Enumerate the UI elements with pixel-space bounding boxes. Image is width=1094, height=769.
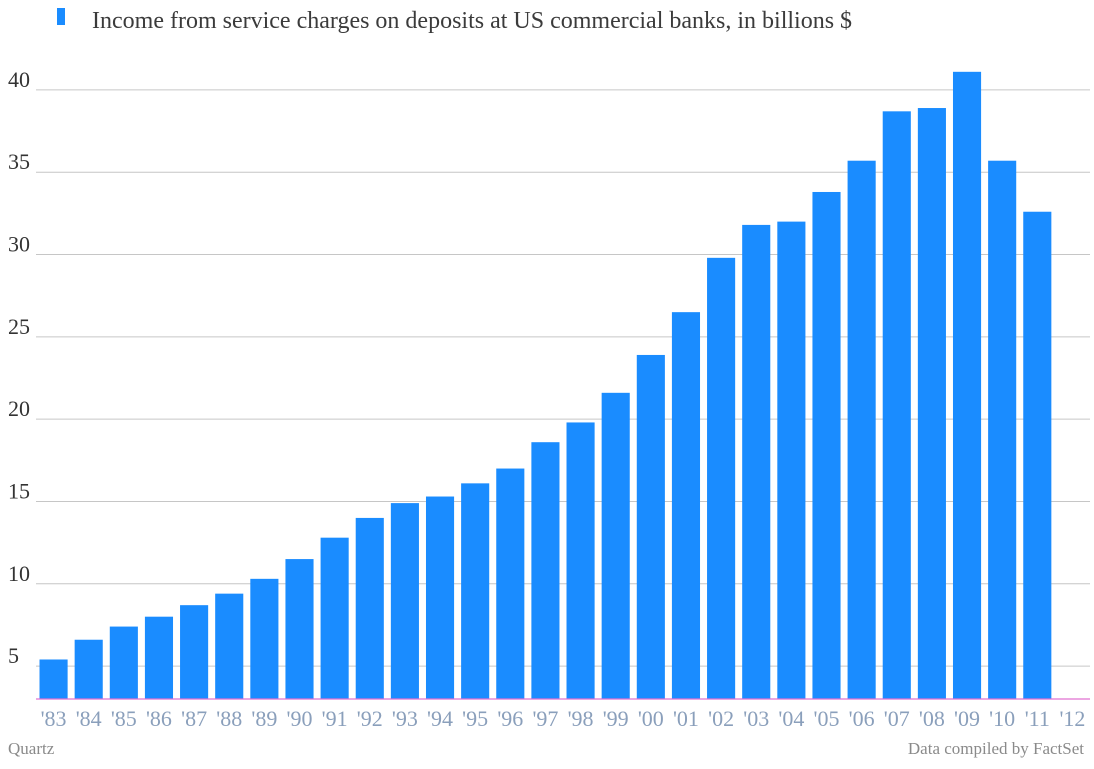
- bar: [882, 111, 911, 700]
- bar: [601, 392, 630, 699]
- bar: [461, 483, 490, 699]
- x-tick-label: '85: [111, 706, 137, 731]
- x-tick-label: '01: [673, 706, 699, 731]
- x-tick-label: '05: [814, 706, 840, 731]
- x-tick-label: '12: [1059, 706, 1085, 731]
- bar: [636, 354, 665, 699]
- bar: [1023, 211, 1052, 699]
- x-tick-label: '95: [462, 706, 488, 731]
- bar: [355, 517, 384, 699]
- bar: [496, 468, 525, 699]
- x-tick-label: '83: [41, 706, 67, 731]
- footer-source-left: Quartz: [8, 739, 55, 758]
- bar: [390, 503, 419, 699]
- y-tick-label: 30: [8, 232, 30, 257]
- y-tick-label: 40: [8, 67, 30, 92]
- x-tick-label: '97: [532, 706, 558, 731]
- bar: [215, 593, 244, 699]
- x-tick-label: '89: [251, 706, 277, 731]
- x-tick-label: '09: [954, 706, 980, 731]
- x-axis-ticks: '83 '84 '85 '86 '87 '88 '89 '90 '91 '92 '93 '94 '95 '…: [41, 706, 1086, 731]
- bar: [39, 659, 68, 699]
- bar: [812, 191, 841, 699]
- bar: [425, 496, 455, 699]
- x-tick-label: '04: [778, 706, 804, 731]
- bar: [320, 537, 349, 699]
- bar: [566, 422, 595, 699]
- legend-label: Income from service charges on deposits …: [92, 8, 852, 34]
- footer-source-right: Data compiled by FactSet: [908, 739, 1084, 758]
- x-tick-label: '94: [427, 706, 453, 731]
- y-tick-label: 15: [8, 478, 30, 503]
- bar: [109, 626, 138, 699]
- bar: [250, 578, 279, 699]
- bar: [285, 559, 314, 699]
- x-tick-label: '02: [708, 706, 734, 731]
- x-tick-label: '92: [357, 706, 383, 731]
- x-tick-label: '86: [146, 706, 172, 731]
- bar: [988, 160, 1017, 699]
- bars: [39, 71, 1052, 700]
- x-tick-label: '10: [989, 706, 1015, 731]
- x-tick-label: '08: [919, 706, 945, 731]
- bar: [144, 616, 174, 699]
- x-tick-label: '11: [1025, 706, 1050, 731]
- x-tick-label: '96: [497, 706, 523, 731]
- x-tick-label: '88: [216, 706, 242, 731]
- x-tick-label: '91: [322, 706, 348, 731]
- x-tick-label: '99: [603, 706, 629, 731]
- bar: [952, 71, 982, 700]
- grid-layer: [36, 89, 1090, 667]
- y-axis-ticks: 5 10 15 20 25 30 35 40: [8, 67, 30, 668]
- y-tick-label: 5: [8, 643, 19, 668]
- x-tick-label: '03: [743, 706, 769, 731]
- bar: [777, 221, 806, 699]
- x-tick-label: '84: [76, 706, 102, 731]
- x-tick-label: '00: [638, 706, 664, 731]
- bar: [671, 312, 701, 699]
- y-tick-label: 20: [8, 396, 30, 421]
- bar: [847, 160, 876, 699]
- y-tick-label: 35: [8, 149, 30, 174]
- legend-swatch: [57, 8, 65, 25]
- x-tick-label: '90: [287, 706, 313, 731]
- y-tick-label: 25: [8, 314, 30, 339]
- bar: [707, 257, 736, 699]
- bar: [742, 224, 771, 699]
- bar: [74, 639, 103, 699]
- x-tick-label: '87: [181, 706, 207, 731]
- bar: [917, 108, 946, 700]
- x-tick-label: '07: [884, 706, 910, 731]
- y-tick-label: 10: [8, 561, 30, 586]
- x-tick-label: '06: [849, 706, 875, 731]
- x-tick-label: '98: [568, 706, 594, 731]
- x-tick-label: '93: [392, 706, 418, 731]
- bar: [531, 442, 560, 699]
- bar: [180, 605, 209, 699]
